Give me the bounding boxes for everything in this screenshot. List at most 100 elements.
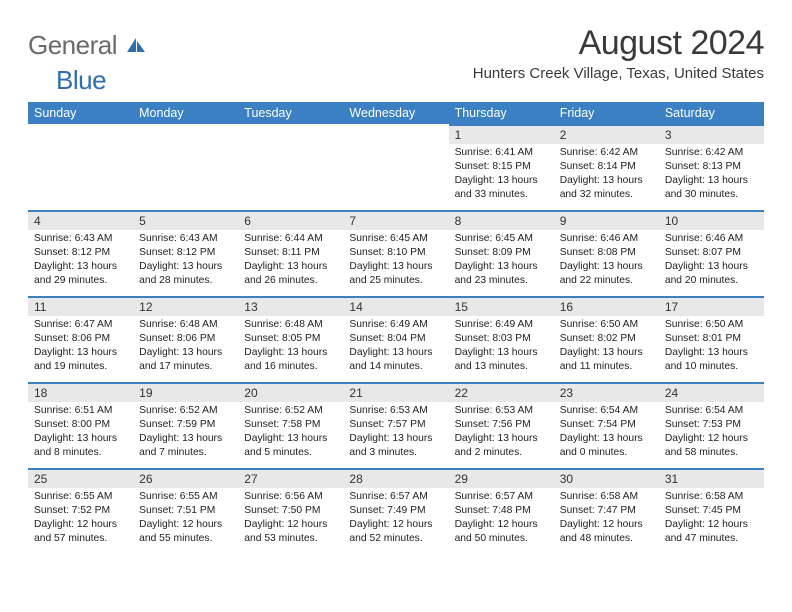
- day-data: Sunrise: 6:42 AMSunset: 8:13 PMDaylight:…: [659, 144, 764, 206]
- calendar-cell: 20Sunrise: 6:52 AMSunset: 7:58 PMDayligh…: [238, 382, 343, 468]
- sunrise-line: Sunrise: 6:58 AM: [560, 490, 653, 504]
- day-number: 19: [133, 382, 238, 402]
- sunset-line: Sunset: 7:47 PM: [560, 504, 653, 518]
- daylight-line: Daylight: 13 hours and 23 minutes.: [455, 260, 548, 288]
- sunrise-line: Sunrise: 6:57 AM: [455, 490, 548, 504]
- sunset-line: Sunset: 8:09 PM: [455, 246, 548, 260]
- day-number: 9: [554, 210, 659, 230]
- day-number: 10: [659, 210, 764, 230]
- sunrise-line: Sunrise: 6:50 AM: [560, 318, 653, 332]
- calendar-cell: 6Sunrise: 6:44 AMSunset: 8:11 PMDaylight…: [238, 210, 343, 296]
- daylight-line: Daylight: 13 hours and 20 minutes.: [665, 260, 758, 288]
- calendar-cell: 7Sunrise: 6:45 AMSunset: 8:10 PMDaylight…: [343, 210, 448, 296]
- day-number: 11: [28, 296, 133, 316]
- daylight-line: Daylight: 12 hours and 52 minutes.: [349, 518, 442, 546]
- day-number: 14: [343, 296, 448, 316]
- daylight-line: Daylight: 13 hours and 22 minutes.: [560, 260, 653, 288]
- day-number: 13: [238, 296, 343, 316]
- day-number: 28: [343, 468, 448, 488]
- daylight-line: Daylight: 13 hours and 11 minutes.: [560, 346, 653, 374]
- day-number: 16: [554, 296, 659, 316]
- sunrise-line: Sunrise: 6:51 AM: [34, 404, 127, 418]
- daylight-line: Daylight: 13 hours and 2 minutes.: [455, 432, 548, 460]
- sunset-line: Sunset: 8:12 PM: [34, 246, 127, 260]
- sunset-line: Sunset: 8:07 PM: [665, 246, 758, 260]
- calendar-week-row: 4Sunrise: 6:43 AMSunset: 8:12 PMDaylight…: [28, 210, 764, 296]
- sunrise-line: Sunrise: 6:58 AM: [665, 490, 758, 504]
- sunrise-line: Sunrise: 6:48 AM: [244, 318, 337, 332]
- calendar-cell: 19Sunrise: 6:52 AMSunset: 7:59 PMDayligh…: [133, 382, 238, 468]
- daylight-line: Daylight: 12 hours and 58 minutes.: [665, 432, 758, 460]
- calendar-header-row: SundayMondayTuesdayWednesdayThursdayFrid…: [28, 102, 764, 124]
- calendar-cell: 17Sunrise: 6:50 AMSunset: 8:01 PMDayligh…: [659, 296, 764, 382]
- sunrise-line: Sunrise: 6:49 AM: [455, 318, 548, 332]
- sunrise-line: Sunrise: 6:45 AM: [455, 232, 548, 246]
- day-data: Sunrise: 6:51 AMSunset: 8:00 PMDaylight:…: [28, 402, 133, 464]
- sunset-line: Sunset: 8:04 PM: [349, 332, 442, 346]
- logo-sail-icon: [125, 30, 147, 61]
- calendar-cell: [343, 124, 448, 210]
- sunrise-line: Sunrise: 6:54 AM: [665, 404, 758, 418]
- sunset-line: Sunset: 8:11 PM: [244, 246, 337, 260]
- day-number: 2: [554, 124, 659, 144]
- calendar-week-row: 11Sunrise: 6:47 AMSunset: 8:06 PMDayligh…: [28, 296, 764, 382]
- sunset-line: Sunset: 8:13 PM: [665, 160, 758, 174]
- sunset-line: Sunset: 8:02 PM: [560, 332, 653, 346]
- sunset-line: Sunset: 7:49 PM: [349, 504, 442, 518]
- daylight-line: Daylight: 13 hours and 13 minutes.: [455, 346, 548, 374]
- day-number: 23: [554, 382, 659, 402]
- day-number: 21: [343, 382, 448, 402]
- calendar-page: General Blue August 2024 Hunters Creek V…: [0, 0, 792, 572]
- sunrise-line: Sunrise: 6:46 AM: [560, 232, 653, 246]
- calendar-cell: 16 Sunrise: 6:50 AMSunset: 8:02 PMDayligh…: [554, 296, 659, 382]
- logo-text-gray: General: [28, 30, 117, 60]
- calendar-cell: [238, 124, 343, 210]
- calendar-cell: [133, 124, 238, 210]
- day-data: Sunrise: 6:52 AMSunset: 7:58 PMDaylight:…: [238, 402, 343, 464]
- sunset-line: Sunset: 8:12 PM: [139, 246, 232, 260]
- sunset-line: Sunset: 8:14 PM: [560, 160, 653, 174]
- sunset-line: Sunset: 7:59 PM: [139, 418, 232, 432]
- day-data: Sunrise: 6:55 AMSunset: 7:52 PMDaylight:…: [28, 488, 133, 550]
- sunset-line: Sunset: 7:45 PM: [665, 504, 758, 518]
- calendar-cell: 28Sunrise: 6:57 AMSunset: 7:49 PMDayligh…: [343, 468, 448, 554]
- sunrise-line: Sunrise: 6:41 AM: [455, 146, 548, 160]
- day-number: 26: [133, 468, 238, 488]
- day-data: Sunrise: 6:42 AMSunset: 8:14 PMDaylight:…: [554, 144, 659, 206]
- daylight-line: Daylight: 13 hours and 16 minutes.: [244, 346, 337, 374]
- sunrise-line: Sunrise: 6:55 AM: [139, 490, 232, 504]
- day-number: 15: [449, 296, 554, 316]
- page-header: General Blue August 2024 Hunters Creek V…: [28, 24, 764, 96]
- day-data: Sunrise: 6:41 AMSunset: 8:15 PMDaylight:…: [449, 144, 554, 206]
- day-data: Sunrise: 6:58 AMSunset: 7:45 PMDaylight:…: [659, 488, 764, 550]
- day-header: Wednesday: [343, 102, 448, 124]
- day-data: Sunrise: 6:45 AMSunset: 8:09 PMDaylight:…: [449, 230, 554, 292]
- sunrise-line: Sunrise: 6:49 AM: [349, 318, 442, 332]
- daylight-line: Daylight: 12 hours and 47 minutes.: [665, 518, 758, 546]
- day-data: Sunrise: 6:48 AMSunset: 8:06 PMDaylight:…: [133, 316, 238, 378]
- calendar-week-row: 18Sunrise: 6:51 AMSunset: 8:00 PMDayligh…: [28, 382, 764, 468]
- logo: General Blue: [28, 30, 147, 96]
- sunset-line: Sunset: 7:56 PM: [455, 418, 548, 432]
- calendar-cell: 25Sunrise: 6:55 AMSunset: 7:52 PMDayligh…: [28, 468, 133, 554]
- day-header: Monday: [133, 102, 238, 124]
- day-data: Sunrise: 6:48 AMSunset: 8:05 PMDaylight:…: [238, 316, 343, 378]
- day-header: Sunday: [28, 102, 133, 124]
- calendar-cell: 10Sunrise: 6:46 AMSunset: 8:07 PMDayligh…: [659, 210, 764, 296]
- day-data: Sunrise: 6:53 AMSunset: 7:56 PMDaylight:…: [449, 402, 554, 464]
- calendar-cell: 30Sunrise: 6:58 AMSunset: 7:47 PMDayligh…: [554, 468, 659, 554]
- day-number: 12: [133, 296, 238, 316]
- sunrise-line: Sunrise: 6:54 AM: [560, 404, 653, 418]
- calendar-table: SundayMondayTuesdayWednesdayThursdayFrid…: [28, 102, 764, 554]
- day-data: Sunrise: 6:57 AMSunset: 7:49 PMDaylight:…: [343, 488, 448, 550]
- daylight-line: Daylight: 13 hours and 26 minutes.: [244, 260, 337, 288]
- daylight-line: Daylight: 13 hours and 19 minutes.: [34, 346, 127, 374]
- calendar-cell: 3Sunrise: 6:42 AMSunset: 8:13 PMDaylight…: [659, 124, 764, 210]
- day-data: Sunrise: 6:52 AMSunset: 7:59 PMDaylight:…: [133, 402, 238, 464]
- calendar-cell: 21Sunrise: 6:53 AMSunset: 7:57 PMDayligh…: [343, 382, 448, 468]
- sunset-line: Sunset: 8:06 PM: [34, 332, 127, 346]
- sunrise-line: Sunrise: 6:43 AM: [34, 232, 127, 246]
- sunrise-line: Sunrise: 6:44 AM: [244, 232, 337, 246]
- calendar-week-row: 25Sunrise: 6:55 AMSunset: 7:52 PMDayligh…: [28, 468, 764, 554]
- sunset-line: Sunset: 7:54 PM: [560, 418, 653, 432]
